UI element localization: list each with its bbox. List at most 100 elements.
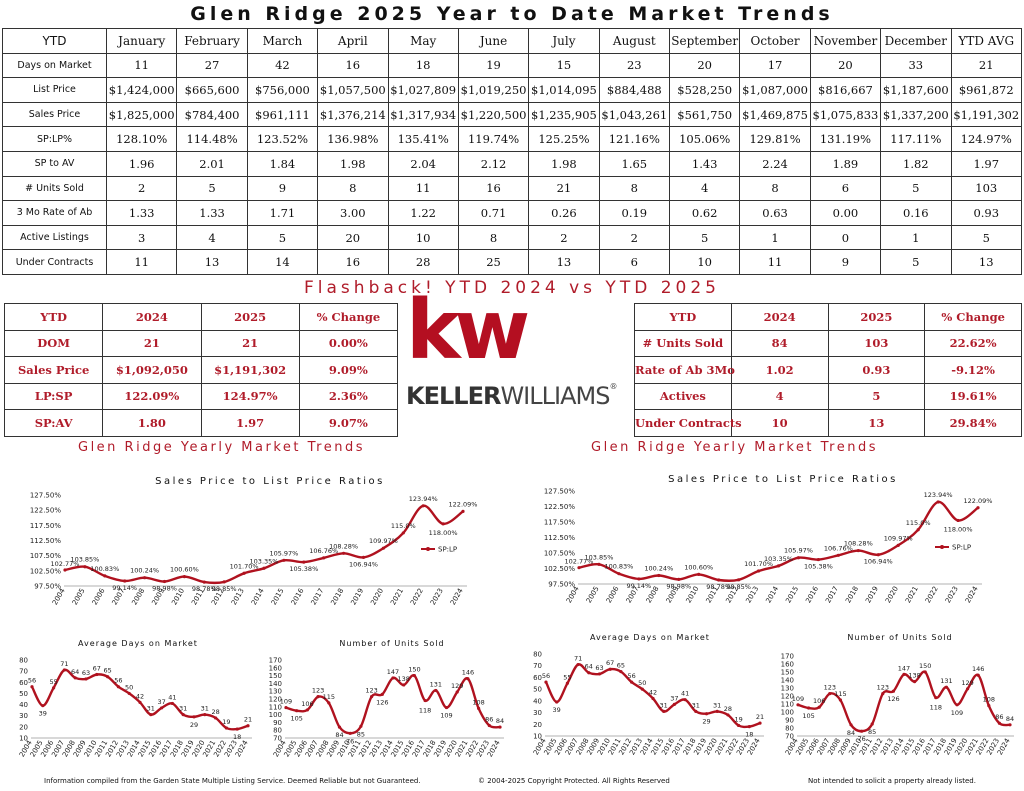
data-point — [160, 706, 164, 710]
data-point — [916, 528, 920, 532]
y-tick-label: 110 — [269, 703, 282, 711]
data-label: 106 — [813, 697, 825, 705]
table-cell: 5 — [950, 224, 1022, 251]
y-tick-label: 100 — [269, 711, 282, 719]
data-point — [891, 689, 895, 693]
data-point — [976, 506, 980, 510]
table-cell: 9 — [809, 249, 882, 275]
data-label: 85 — [357, 730, 365, 738]
table-cell: 121.16% — [598, 126, 671, 152]
table-cell: $665,600 — [176, 77, 248, 103]
data-point — [295, 709, 299, 713]
kw-logo-name-light: WILLIAMS — [500, 382, 610, 410]
keller-williams-logo: kw KELLERWILLIAMS® — [404, 290, 628, 411]
column-header: December — [880, 28, 952, 54]
x-tick-label: 2021 — [389, 587, 405, 606]
table-cell: 0.71 — [457, 200, 530, 226]
data-label: 98.78% — [706, 583, 731, 591]
kw-logo-mark: kw — [406, 283, 530, 378]
data-point — [816, 557, 820, 562]
column-header: YTD AVG — [950, 28, 1022, 54]
data-label: 105.38% — [289, 565, 318, 573]
comparison-cell: Rate of Ab 3Mo — [634, 356, 735, 384]
data-label: 84 — [1006, 715, 1014, 723]
x-tick-label: 2020 — [884, 585, 900, 604]
data-label: 146 — [972, 665, 984, 673]
data-label: 100.24% — [130, 567, 159, 575]
data-point — [717, 578, 721, 582]
table-cell: 1.82 — [880, 150, 952, 177]
data-point — [776, 564, 781, 568]
data-label: 105 — [802, 712, 814, 720]
data-label: 109 — [280, 698, 292, 706]
y-tick-label: 102.50% — [30, 567, 61, 575]
y-tick-label: 122.50% — [544, 503, 575, 511]
comparison-cell: SP:AV — [3, 409, 104, 437]
table-cell: 128.10% — [105, 126, 178, 152]
data-point — [181, 713, 185, 717]
data-label: 98.98% — [666, 582, 691, 590]
data-point — [402, 683, 406, 687]
table-cell: 117.11% — [880, 126, 952, 152]
y-tick-label: 112.50% — [30, 537, 61, 545]
y-tick-label: 170 — [781, 653, 794, 661]
data-point — [361, 555, 366, 559]
data-point — [737, 723, 741, 728]
data-label: 106.76% — [824, 544, 853, 552]
table-cell: $561,750 — [668, 101, 741, 128]
table-cell: 124.97% — [950, 126, 1022, 152]
data-label: 109 — [440, 712, 452, 720]
y-tick-label: 40 — [533, 697, 542, 705]
data-point — [62, 668, 66, 672]
x-tick-label: 2005 — [71, 587, 87, 606]
comparison-cell: % Change — [298, 303, 399, 331]
data-point — [976, 673, 980, 677]
legend-label: SP:LP — [952, 544, 971, 552]
data-point — [284, 705, 288, 710]
data-point — [487, 723, 491, 728]
y-tick-label: 30 — [19, 712, 28, 720]
data-label: 106.94% — [864, 558, 893, 566]
data-point — [143, 576, 147, 580]
data-point — [202, 580, 206, 584]
data-label: 105.97% — [269, 549, 298, 557]
chart-title: Sales Price to List Price Ratios — [155, 476, 385, 487]
comparison-cell: 19.61% — [924, 382, 1022, 410]
x-tick-label: 2019 — [864, 585, 880, 604]
data-label: 118.00% — [944, 525, 973, 533]
table-cell: 0.16 — [880, 200, 952, 226]
table-cell: 0.26 — [528, 200, 600, 226]
legend-marker — [940, 545, 944, 549]
comparison-row: DOM 21 21 0.00% — [3, 329, 399, 357]
y-tick-label: 20 — [533, 721, 542, 729]
table-cell: 20 — [668, 52, 741, 79]
data-point — [242, 571, 246, 575]
data-point — [380, 692, 384, 696]
data-label: 126 — [376, 698, 388, 706]
x-tick-label: 2005 — [585, 585, 601, 604]
y-tick-label: 10 — [533, 733, 542, 741]
data-point — [577, 566, 581, 570]
data-point — [30, 685, 34, 689]
table-cell: 9 — [246, 175, 319, 202]
series-line — [64, 504, 464, 585]
comparison-cell: # Units Sold — [634, 329, 732, 357]
comparison-row: Rate of Ab 3Mo 1.02 0.93 -9.12% — [634, 356, 1022, 384]
data-label: 98.98% — [152, 585, 177, 593]
data-label: 100.83% — [90, 565, 119, 573]
comparison-cell: -9.12% — [924, 356, 1022, 384]
comparison-cell: 0.93 — [827, 356, 926, 384]
data-label: 101.70% — [744, 560, 773, 568]
table-cell: 15 — [528, 52, 600, 79]
data-point — [348, 731, 352, 735]
y-tick-label: 150 — [781, 669, 794, 677]
comparison-cell: Under Contracts — [634, 409, 742, 437]
table-cell: $1,220,500 — [457, 101, 530, 128]
data-point — [235, 727, 239, 731]
series-line — [578, 500, 979, 582]
data-point — [796, 703, 800, 707]
data-point — [726, 713, 730, 717]
y-tick-label: 60 — [19, 679, 28, 687]
data-point — [305, 708, 309, 712]
table-cell: 5 — [880, 249, 952, 275]
